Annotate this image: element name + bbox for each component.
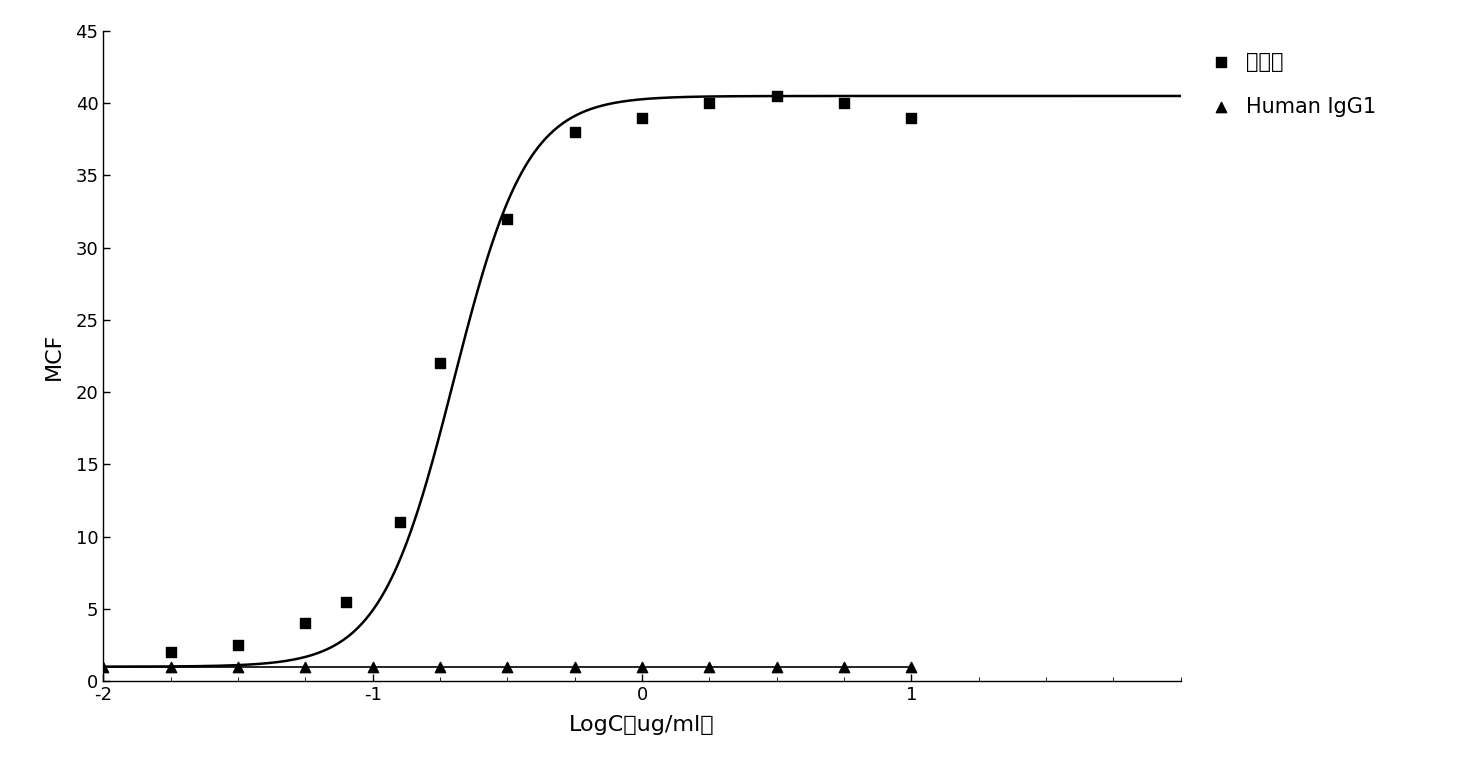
参考品 [765,90,788,102]
Human IgG1 [765,660,788,673]
Human IgG1 [900,660,924,673]
参考品 [226,639,249,651]
Human IgG1 [496,660,520,673]
参考品 [428,357,452,369]
X-axis label: LogC（ug/ml）: LogC（ug/ml） [570,715,714,735]
Human IgG1 [630,660,654,673]
Human IgG1 [362,660,385,673]
Human IgG1 [562,660,586,673]
Human IgG1 [294,660,317,673]
Human IgG1 [159,660,183,673]
参考品 [562,126,586,139]
参考品 [900,111,924,124]
Legend: 参考品, Human IgG1: 参考品, Human IgG1 [1201,41,1386,127]
参考品 [388,516,412,529]
Y-axis label: MCF: MCF [44,332,65,380]
参考品 [294,617,317,629]
参考品 [630,111,654,124]
参考品 [832,97,856,109]
Human IgG1 [226,660,249,673]
参考品 [159,646,183,659]
参考品 [698,97,722,109]
Human IgG1 [832,660,856,673]
Human IgG1 [698,660,722,673]
参考品 [496,213,520,225]
Human IgG1 [92,660,115,673]
参考品 [334,595,357,608]
Human IgG1 [428,660,452,673]
